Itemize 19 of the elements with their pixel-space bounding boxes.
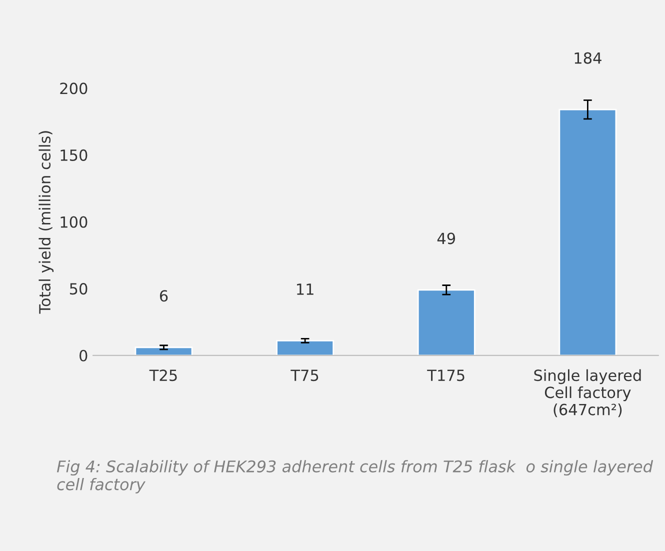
y-tick-label: 50: [70, 283, 88, 295]
y-tick-label: 200: [60, 82, 88, 94]
y-tick-label: 100: [60, 216, 88, 228]
bar: [276, 340, 334, 356]
y-tick-label: 150: [60, 149, 88, 161]
x-tick-label: T75: [290, 370, 318, 382]
data-label: 6: [160, 290, 168, 302]
data-label: 49: [437, 232, 456, 244]
bar: [417, 289, 476, 356]
x-tick-label: T25: [149, 370, 177, 382]
data-label: 11: [297, 284, 314, 295]
y-axis-title: Total yield (million cells): [38, 131, 54, 314]
x-tick-label: Single layered Cell factory (647cm²): [534, 369, 641, 418]
caption: Fig 4: Scalability of HEK293 adherent cells from T25 flask o single layered cell factory: [56, 460, 654, 494]
bar: [134, 346, 193, 356]
x-tick-label: T175: [427, 370, 464, 382]
y-tick-label: 0: [80, 350, 88, 362]
data-label: 184: [574, 52, 602, 64]
bar: [558, 108, 617, 356]
